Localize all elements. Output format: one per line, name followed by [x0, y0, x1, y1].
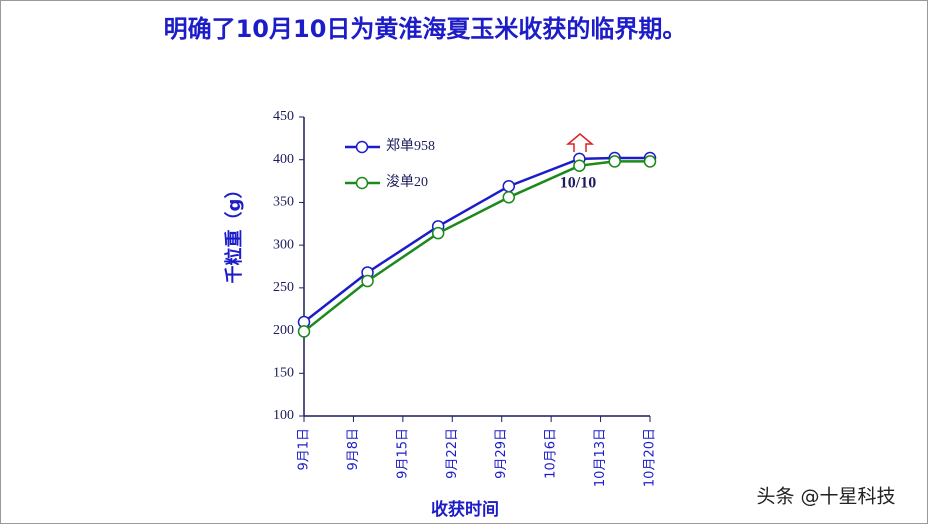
y-tick-label: 450 [273, 109, 294, 124]
legend-marker [355, 176, 369, 190]
x-tick-label: 9月8日 [346, 428, 361, 471]
y-tick-label: 400 [273, 152, 294, 167]
data-point [502, 179, 516, 193]
data-point [502, 191, 516, 204]
y-axis-label: 千粒重（g） [223, 181, 245, 284]
data-point [361, 274, 374, 288]
x-tick-label: 10月13日 [593, 428, 608, 487]
data-point [431, 226, 445, 240]
x-tick-label: 9月29日 [494, 428, 509, 479]
data-point [643, 155, 657, 168]
y-tick-label: 250 [273, 280, 294, 295]
legend-marker [355, 140, 369, 154]
watermark: 头条 @十星科技 [756, 486, 895, 508]
x-tick-label: 9月1日 [297, 428, 312, 471]
x-tick-label: 10月6日 [544, 428, 559, 479]
legend-label: 浚单20 [386, 174, 428, 190]
x-axis-label: 收获时间 [431, 499, 499, 520]
x-tick-label: 9月22日 [445, 428, 460, 479]
legend-label: 郑单958 [386, 138, 435, 154]
data-point [573, 159, 586, 172]
arrow-marker [565, 133, 595, 152]
y-tick-label: 200 [273, 323, 294, 338]
x-tick-label: 10月20日 [643, 428, 658, 487]
x-tick-label: 9月15日 [395, 428, 410, 479]
data-point [608, 155, 621, 168]
chart-title: 明确了10月10日为黄淮海夏玉米收获的临界期。 [164, 15, 687, 43]
y-tick-label: 350 [273, 195, 294, 210]
y-tick-label: 150 [273, 366, 294, 381]
y-tick-label: 100 [273, 408, 294, 423]
data-point [297, 325, 311, 338]
annotation: 10/10 [560, 175, 596, 192]
y-tick-label: 300 [273, 237, 294, 252]
